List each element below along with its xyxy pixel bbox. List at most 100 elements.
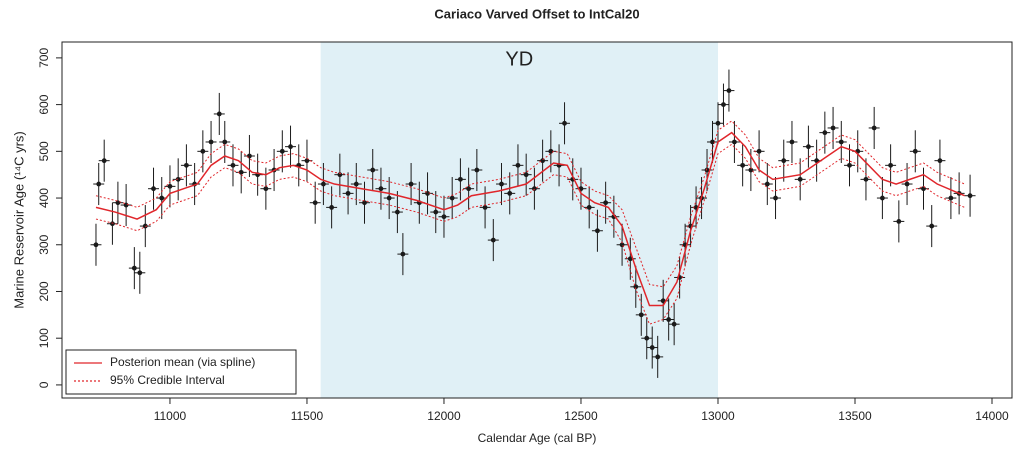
point xyxy=(433,209,439,215)
point xyxy=(806,144,811,150)
point xyxy=(93,242,99,248)
point xyxy=(142,223,148,229)
x-axis-label: Calendar Age (cal BP) xyxy=(478,431,597,445)
point xyxy=(515,162,521,168)
point xyxy=(312,200,318,206)
point xyxy=(441,214,447,220)
point xyxy=(896,219,902,224)
point xyxy=(595,228,600,234)
point xyxy=(562,120,567,126)
point xyxy=(644,335,650,341)
x-tick-label: 14000 xyxy=(975,409,1009,423)
point xyxy=(230,162,236,168)
y-axis-label: Marine Reservoir Age (¹⁴C yrs) xyxy=(11,131,26,309)
point xyxy=(200,148,206,154)
point xyxy=(279,148,285,154)
point xyxy=(531,186,537,192)
point xyxy=(490,237,496,243)
point xyxy=(838,139,844,145)
mean-line xyxy=(95,131,965,307)
point xyxy=(781,158,787,164)
y-tick-label: 300 xyxy=(37,234,51,254)
point xyxy=(329,204,335,210)
point xyxy=(929,223,935,229)
x-tick-label: 13500 xyxy=(838,409,872,423)
point xyxy=(482,204,488,210)
x-tick-label: 11500 xyxy=(291,409,324,423)
point xyxy=(649,345,655,350)
point xyxy=(756,148,762,154)
y-tick-label: 500 xyxy=(37,141,51,161)
point xyxy=(394,209,400,215)
point xyxy=(458,176,463,182)
point xyxy=(548,148,554,154)
point xyxy=(797,176,803,182)
point xyxy=(948,195,954,201)
point xyxy=(704,167,710,173)
point xyxy=(386,195,392,201)
point xyxy=(408,181,414,187)
point xyxy=(740,162,746,168)
x-tick-label: 13000 xyxy=(701,409,735,423)
point xyxy=(115,200,121,206)
point xyxy=(937,158,943,164)
plot-frame xyxy=(61,41,1013,399)
point xyxy=(633,284,639,290)
point xyxy=(216,111,222,117)
legend-label: Posterion mean (via spline) xyxy=(110,355,255,369)
point xyxy=(400,251,406,257)
chart-title: Cariaco Varved Offset to IntCal20 xyxy=(434,6,639,21)
point xyxy=(726,88,732,93)
point xyxy=(523,172,529,178)
point xyxy=(764,181,770,187)
point xyxy=(830,125,836,131)
point xyxy=(137,270,143,276)
point xyxy=(159,195,165,201)
point xyxy=(847,162,852,168)
point xyxy=(370,167,376,173)
point xyxy=(655,354,661,360)
interval-line xyxy=(95,143,965,325)
point xyxy=(378,186,384,192)
point xyxy=(715,120,721,126)
point xyxy=(871,125,877,131)
point xyxy=(208,139,214,145)
point xyxy=(131,265,137,271)
x-tick-label: 11000 xyxy=(154,409,187,423)
point xyxy=(101,158,107,164)
point xyxy=(773,195,778,201)
y-tick-label: 100 xyxy=(37,328,51,348)
x-tick-label: 12500 xyxy=(564,409,598,423)
region-label: YD xyxy=(505,48,533,70)
point xyxy=(721,102,726,108)
y-tick-label: 700 xyxy=(37,48,51,68)
point xyxy=(263,186,269,192)
point xyxy=(466,186,472,192)
shaded-region xyxy=(320,42,718,398)
point xyxy=(638,312,644,318)
point xyxy=(666,317,672,322)
y-tick-label: 400 xyxy=(37,188,51,208)
point xyxy=(449,195,455,201)
point xyxy=(321,181,326,187)
point xyxy=(345,190,351,196)
point xyxy=(337,172,343,178)
point xyxy=(540,158,546,164)
point xyxy=(110,221,115,227)
points xyxy=(90,69,976,378)
point xyxy=(822,130,828,136)
point xyxy=(474,167,480,173)
point xyxy=(603,200,609,206)
legend-box xyxy=(65,349,297,395)
point xyxy=(586,204,592,210)
point xyxy=(151,186,156,192)
y-tick-label: 200 xyxy=(37,281,51,301)
point xyxy=(912,148,918,154)
point xyxy=(627,256,633,262)
point xyxy=(748,167,754,173)
legend-label: 95% Credible Interval xyxy=(110,373,225,387)
point xyxy=(247,153,252,159)
x-tick-label: 12000 xyxy=(427,409,461,423)
point xyxy=(184,162,189,168)
